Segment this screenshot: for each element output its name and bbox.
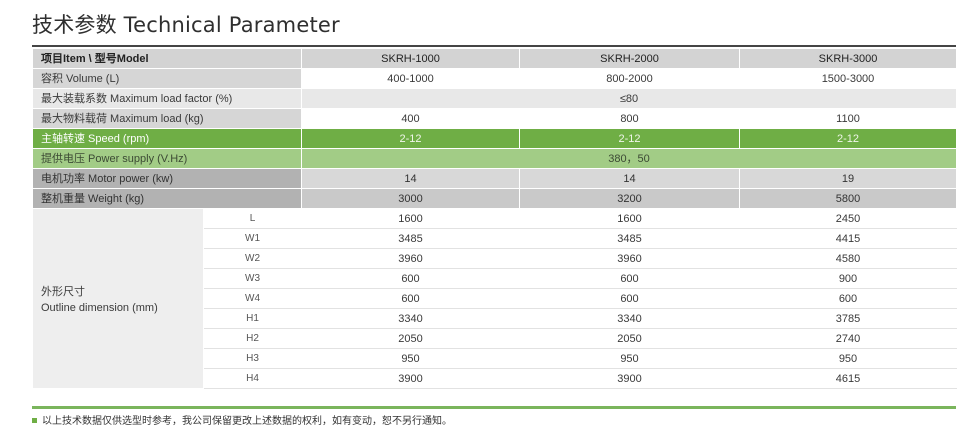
dimension-name: W2: [203, 248, 302, 269]
row-value: 14: [519, 168, 740, 189]
dimension-name: H2: [203, 328, 302, 349]
dimension-value: 2450: [739, 208, 957, 229]
dimension-value: 4580: [739, 248, 957, 269]
dimension-value: 3960: [301, 248, 520, 269]
dimension-value: 600: [301, 288, 520, 309]
dimension-value: 950: [739, 348, 957, 369]
dimension-value: 600: [519, 288, 740, 309]
dimension-value: 950: [301, 348, 520, 369]
row-value: ≤80: [301, 88, 957, 109]
dimension-label-en: Outline dimension (mm): [41, 301, 158, 314]
dimension-value: 4415: [739, 228, 957, 249]
row-value: 2-12: [739, 128, 957, 149]
row-label: 电机功率 Motor power (kw): [32, 168, 302, 189]
row-value: 3000: [301, 188, 520, 209]
dimension-value: 3340: [301, 308, 520, 329]
row-label: 最大物料载荷 Maximum load (kg): [32, 108, 302, 129]
row-label: 整机重量 Weight (kg): [32, 188, 302, 209]
dimension-row: H4 3900 3900 4615: [33, 368, 957, 389]
model-header: SKRH-3000: [739, 48, 957, 69]
dimension-value: 2050: [519, 328, 740, 349]
row-value: 1500-3000: [739, 68, 957, 89]
row-value: 19: [739, 168, 957, 189]
dimension-value: 3485: [301, 228, 520, 249]
dimension-value: 3900: [519, 368, 740, 389]
row-value: 3200: [519, 188, 740, 209]
row-motor-power: 电机功率 Motor power (kw) 14 14 19: [32, 168, 957, 189]
row-value: 400: [301, 108, 520, 129]
dimension-row: H3 950 950 950: [33, 348, 957, 369]
dimension-name: H1: [203, 308, 302, 329]
dimension-name: W4: [203, 288, 302, 309]
page-title: 技术参数 Technical Parameter: [32, 13, 340, 37]
bullet-square-icon: [32, 418, 37, 423]
row-value: 2-12: [519, 128, 740, 149]
dimension-value: 3960: [519, 248, 740, 269]
dimension-value: 3340: [519, 308, 740, 329]
row-power-supply: 提供电压 Power supply (V.Hz) 380，50: [32, 148, 957, 169]
dimension-value: 1600: [519, 208, 740, 229]
footnote-text: 以上技术数据仅供选型时参考，我公司保留更改上述数据的权利，如有变动，恕不另行通知…: [42, 416, 452, 427]
dimension-name: L: [203, 208, 302, 229]
dimension-value: 1600: [301, 208, 520, 229]
row-value: 1100: [739, 108, 957, 129]
model-header: SKRH-2000: [519, 48, 740, 69]
table-bottom-rule: [32, 406, 956, 409]
dimension-value: 950: [519, 348, 740, 369]
dimension-value: 900: [739, 268, 957, 289]
table-header-row: 项目Item \ 型号Model SKRH-1000 SKRH-2000 SKR…: [32, 48, 957, 69]
footnote: 以上技术数据仅供选型时参考，我公司保留更改上述数据的权利，如有变动，恕不另行通知…: [32, 412, 452, 427]
dimension-value: 3785: [739, 308, 957, 329]
spec-table: 项目Item \ 型号Model SKRH-1000 SKRH-2000 SKR…: [32, 48, 957, 389]
row-value: 5800: [739, 188, 957, 209]
dimension-label: 外形尺寸 Outline dimension (mm): [32, 208, 204, 389]
dimension-value: 600: [519, 268, 740, 289]
row-label: 容积 Volume (L): [32, 68, 302, 89]
row-label: 提供电压 Power supply (V.Hz): [32, 148, 302, 169]
dimension-value: 600: [301, 268, 520, 289]
dimension-value: 3900: [301, 368, 520, 389]
row-value: 800-2000: [519, 68, 740, 89]
dimension-name: W1: [203, 228, 302, 249]
dimension-name: H4: [203, 368, 302, 389]
dimension-row: H1 3340 3340 3785: [33, 308, 957, 329]
row-label: 最大装载系数 Maximum load factor (%): [32, 88, 302, 109]
dimension-name: W3: [203, 268, 302, 289]
row-max-load: 最大物料载荷 Maximum load (kg) 400 800 1100: [32, 108, 957, 129]
row-label: 主轴转速 Speed (rpm): [32, 128, 302, 149]
title-divider: [32, 45, 956, 47]
row-speed: 主轴转速 Speed (rpm) 2-12 2-12 2-12: [32, 128, 957, 149]
header-label: 项目Item \ 型号Model: [32, 48, 302, 69]
dimension-row: H2 2050 2050 2740: [33, 328, 957, 349]
row-value: 14: [301, 168, 520, 189]
dimension-value: 2050: [301, 328, 520, 349]
row-value: 800: [519, 108, 740, 129]
dimension-name: H3: [203, 348, 302, 369]
row-weight: 整机重量 Weight (kg) 3000 3200 5800: [32, 188, 957, 209]
row-value: 400-1000: [301, 68, 520, 89]
dimension-value: 3485: [519, 228, 740, 249]
dimension-value: 4615: [739, 368, 957, 389]
row-volume: 容积 Volume (L) 400-1000 800-2000 1500-300…: [32, 68, 957, 89]
dimension-label-cn: 外形尺寸: [41, 285, 85, 298]
dimension-row: W3 600 600 900: [33, 268, 957, 289]
dimension-row: 外形尺寸 Outline dimension (mm) L 1600 1600 …: [32, 208, 957, 389]
dimension-value: 2740: [739, 328, 957, 349]
row-load-factor: 最大装载系数 Maximum load factor (%) ≤80: [32, 88, 957, 109]
row-value: 2-12: [301, 128, 520, 149]
dimension-value: 600: [739, 288, 957, 309]
model-header: SKRH-1000: [301, 48, 520, 69]
row-value: 380，50: [301, 148, 957, 169]
